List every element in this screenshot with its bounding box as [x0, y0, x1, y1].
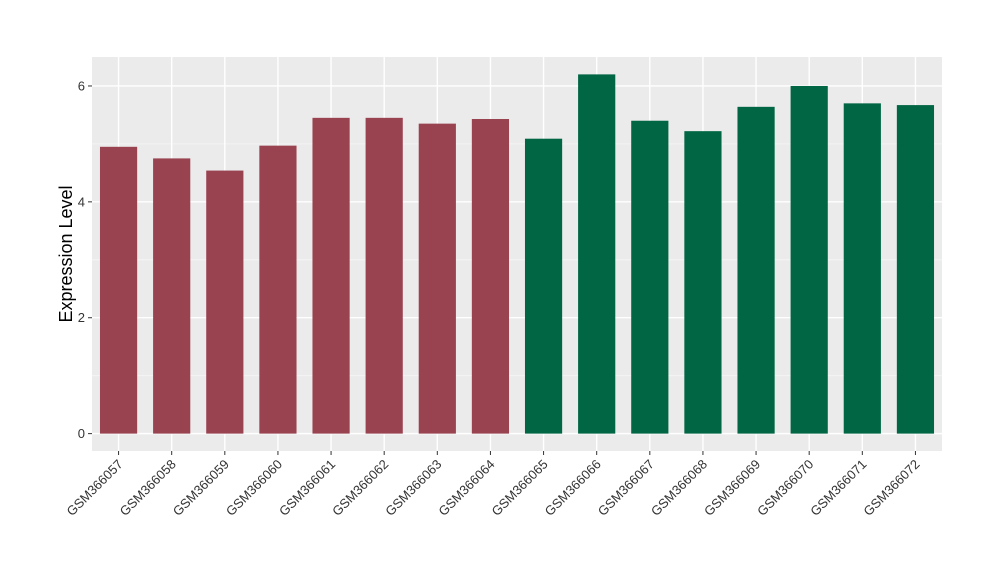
x-tick-label: GSM366057: [63, 457, 125, 519]
bar-GSM366064: [471, 118, 510, 434]
x-tick-label: GSM366065: [488, 457, 550, 519]
x-tick-label: GSM366068: [648, 457, 710, 519]
x-tick-label: GSM366060: [223, 457, 285, 519]
bar-GSM366067: [631, 120, 669, 434]
y-tick-label: 6: [78, 78, 85, 93]
bar-GSM366068: [684, 131, 722, 434]
bar-GSM366070: [790, 85, 828, 434]
x-tick-label: GSM366061: [276, 457, 338, 519]
bar-GSM366065: [524, 138, 563, 434]
bar-GSM366072: [896, 105, 935, 434]
y-tick-label: 0: [78, 426, 85, 441]
x-tick-label: GSM366059: [170, 457, 232, 519]
y-axis-title: Expression Level: [56, 185, 76, 322]
y-axis: 0 2 4 6: [78, 78, 92, 441]
x-tick-label: GSM366064: [435, 457, 497, 519]
x-axis: GSM366057GSM366058GSM366059GSM366060GSM3…: [63, 451, 923, 519]
y-tick-label: 4: [78, 194, 85, 209]
bar-GSM366063: [418, 123, 456, 434]
bar-GSM366058: [153, 158, 191, 434]
bar-GSM366069: [737, 106, 775, 434]
x-tick-label: GSM366070: [754, 457, 816, 519]
y-tick-label: 2: [78, 310, 85, 325]
x-tick-label: GSM366066: [542, 457, 604, 519]
x-tick-label: GSM366063: [382, 457, 444, 519]
x-tick-label: GSM366069: [701, 457, 763, 519]
x-tick-label: GSM366072: [860, 457, 922, 519]
bar-GSM366071: [843, 103, 881, 434]
bar-GSM366059: [206, 170, 244, 434]
x-tick-label: GSM366071: [807, 457, 869, 519]
bar-GSM366062: [365, 117, 403, 434]
x-tick-label: GSM366062: [329, 457, 391, 519]
bar-GSM366060: [259, 145, 297, 434]
x-tick-label: GSM366058: [117, 457, 179, 519]
bar-GSM366061: [312, 117, 350, 434]
bars: [99, 74, 935, 434]
bar-GSM366066: [578, 74, 616, 434]
x-tick-label: GSM366067: [595, 457, 657, 519]
bar-GSM366057: [99, 146, 138, 434]
